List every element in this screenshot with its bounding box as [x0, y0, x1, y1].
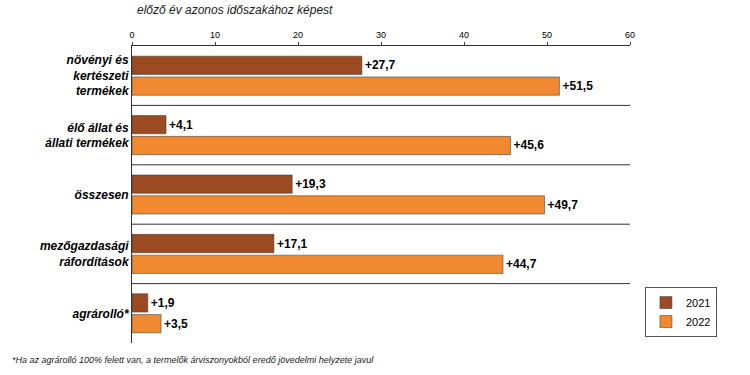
- svg-text:+44,7: +44,7: [506, 257, 537, 271]
- svg-text:előző év azonos időszakához ké: előző év azonos időszakához képest: [137, 3, 333, 17]
- svg-text:+3,5: +3,5: [164, 317, 188, 331]
- svg-text:+49,7: +49,7: [548, 198, 579, 212]
- svg-text:agrárolló*: agrárolló*: [73, 307, 130, 321]
- svg-text:50: 50: [542, 30, 552, 40]
- svg-text:30: 30: [376, 30, 386, 40]
- svg-text:40: 40: [459, 30, 469, 40]
- svg-text:+27,7: +27,7: [365, 58, 396, 72]
- svg-text:+4,1: +4,1: [169, 118, 193, 132]
- svg-text:mezőgazdaságiráfordítások: mezőgazdaságiráfordítások: [40, 239, 130, 269]
- svg-text:60: 60: [625, 30, 635, 40]
- svg-text:2022: 2022: [686, 316, 710, 328]
- svg-text:10: 10: [210, 30, 220, 40]
- svg-text:élő állat ésállati termékek: élő állat ésállati termékek: [45, 121, 130, 151]
- svg-text:0: 0: [129, 30, 134, 40]
- svg-text:+51,5: +51,5: [562, 79, 593, 93]
- svg-text:+1,9: +1,9: [151, 296, 175, 310]
- svg-text:2021: 2021: [686, 297, 710, 309]
- svg-text:növényi éskertészetitermékek: növényi éskertészetitermékek: [67, 53, 130, 98]
- svg-text:+17,1: +17,1: [277, 237, 308, 251]
- svg-text:*Ha az agrárolló 100% felett v: *Ha az agrárolló 100% felett van, a term…: [12, 355, 374, 365]
- svg-text:összesen: összesen: [75, 188, 129, 202]
- svg-text:+45,6: +45,6: [513, 138, 544, 152]
- svg-text:20: 20: [293, 30, 303, 40]
- svg-text:+19,3: +19,3: [295, 177, 326, 191]
